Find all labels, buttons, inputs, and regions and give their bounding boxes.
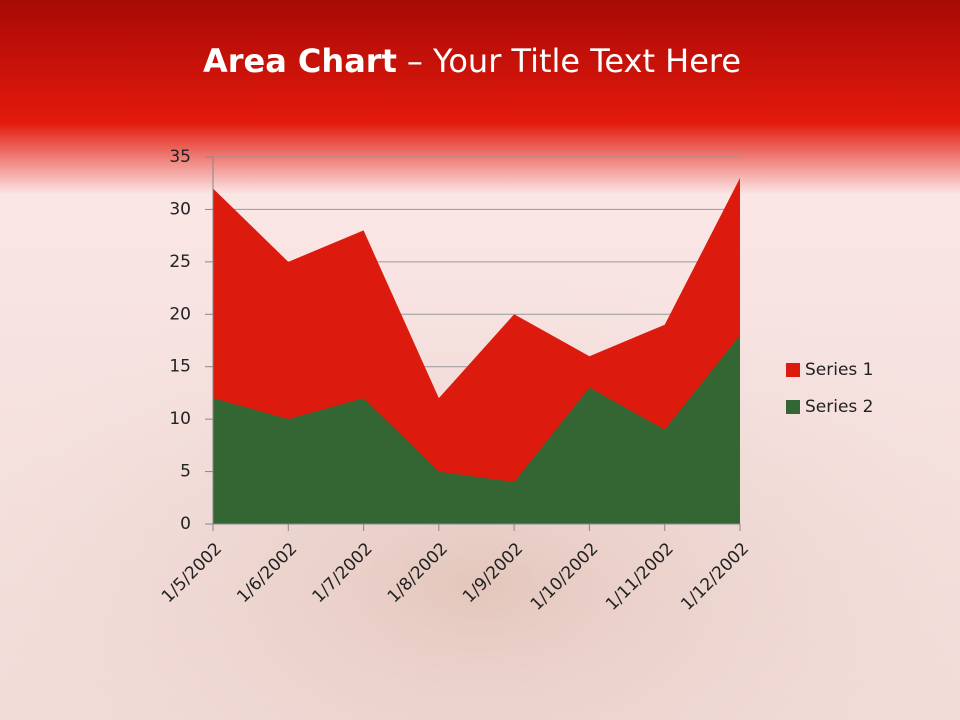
legend-swatch — [786, 363, 800, 377]
y-tick-label: 20 — [169, 304, 191, 324]
legend-swatch — [786, 400, 800, 414]
legend-label: Series 2 — [805, 397, 874, 417]
y-tick-label: 0 — [180, 514, 191, 534]
y-tick-label: 10 — [169, 409, 191, 429]
chart-title: Area Chart – Your Title Text Here — [203, 42, 741, 80]
legend-label: Series 1 — [805, 360, 874, 380]
y-tick-label: 15 — [169, 357, 191, 377]
y-tick-label: 25 — [169, 252, 191, 272]
title-bold: Area Chart — [203, 42, 397, 80]
area — [213, 335, 740, 524]
y-tick-label: 5 — [180, 462, 191, 482]
y-tick-label: 35 — [169, 147, 191, 167]
title-rest: – Your Title Text Here — [407, 42, 741, 80]
y-tick-label: 30 — [169, 199, 191, 219]
